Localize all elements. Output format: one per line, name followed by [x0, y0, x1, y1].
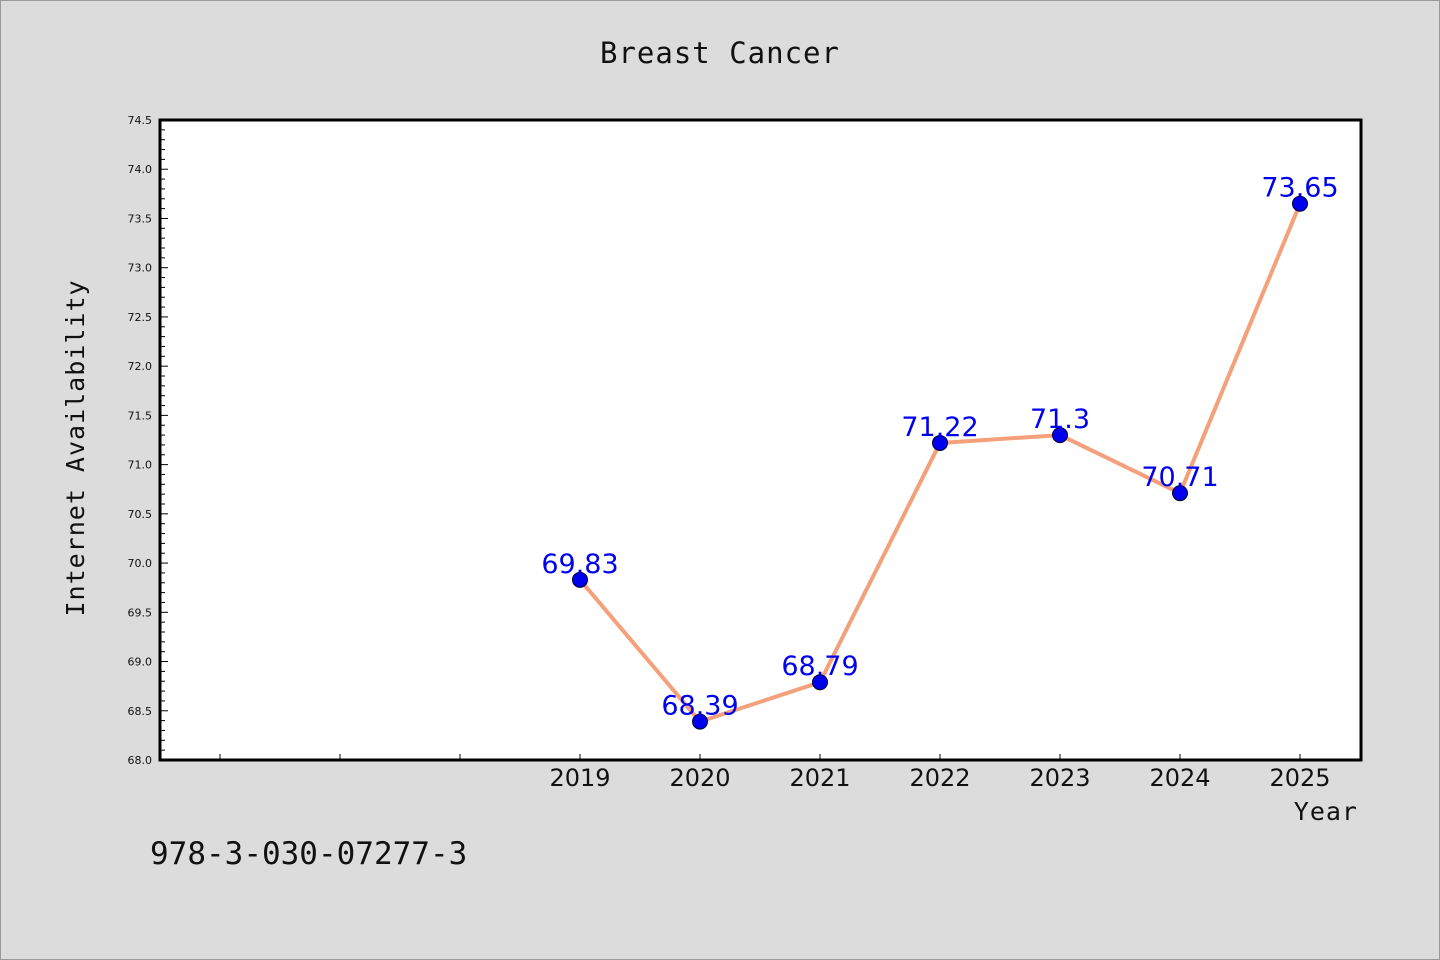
data-point-marker — [812, 674, 828, 691]
data-point-marker — [572, 571, 588, 588]
x-axis-ticks: 2019 2020 2021 2022 2023 2024 2025 — [219, 754, 1331, 792]
y-tick-label: 70.0 — [128, 557, 153, 570]
x-tick-label: 2024 — [1149, 764, 1210, 792]
plot-area — [158, 118, 1363, 762]
data-label: 73.65 — [1261, 173, 1338, 204]
data-label-layer: 69.83 68.39 68.79 71.22 71.3 70.71 73.65 — [541, 173, 1338, 722]
data-label: 71.3 — [1030, 404, 1090, 435]
data-label: 68.39 — [661, 691, 738, 722]
x-axis-label: Year — [1294, 797, 1358, 826]
x-tick-label: 2023 — [1029, 764, 1090, 792]
y-tick-label: 69.5 — [128, 606, 153, 619]
y-tick-label: 73.0 — [128, 262, 153, 275]
y-tick-label: 68.5 — [128, 705, 153, 718]
data-point-marker — [692, 713, 708, 730]
x-tick-label: 2021 — [789, 764, 850, 792]
y-axis-label: Internet Availability — [61, 279, 90, 616]
data-point-marker — [932, 434, 948, 451]
y-tick-label: 72.5 — [128, 311, 153, 324]
y-axis-ticks: 68.0 68.5 69.0 69.5 70.0 70.5 71.0 71.5 72.0 72.5… — [128, 114, 168, 767]
x-tick-label: 2019 — [549, 764, 610, 792]
data-point-marker — [1052, 427, 1068, 444]
x-tick-label: 2022 — [909, 764, 970, 792]
data-label: 71.22 — [901, 412, 978, 443]
x-tick-label: 2020 — [669, 764, 730, 792]
series-layer — [572, 195, 1308, 730]
chart-title: Breast Cancer — [600, 36, 840, 70]
y-tick-label: 74.0 — [128, 163, 153, 176]
y-tick-label: 68.0 — [128, 754, 153, 767]
y-tick-label: 73.5 — [128, 212, 153, 225]
data-label: 69.83 — [541, 549, 618, 580]
y-tick-label: 72.0 — [128, 360, 153, 373]
data-label: 70.71 — [1141, 462, 1218, 493]
y-tick-label: 74.5 — [128, 114, 153, 127]
y-tick-label: 71.5 — [128, 409, 153, 422]
y-tick-label: 70.5 — [128, 508, 153, 521]
isbn-footer-text: 978-3-030-07277-3 — [150, 836, 467, 872]
data-label: 68.79 — [781, 651, 858, 682]
y-tick-label: 71.0 — [128, 459, 153, 472]
data-point-marker — [1172, 485, 1188, 502]
x-tick-label: 2025 — [1269, 764, 1330, 792]
data-point-marker — [1292, 195, 1308, 212]
y-tick-label: 69.0 — [128, 656, 153, 669]
